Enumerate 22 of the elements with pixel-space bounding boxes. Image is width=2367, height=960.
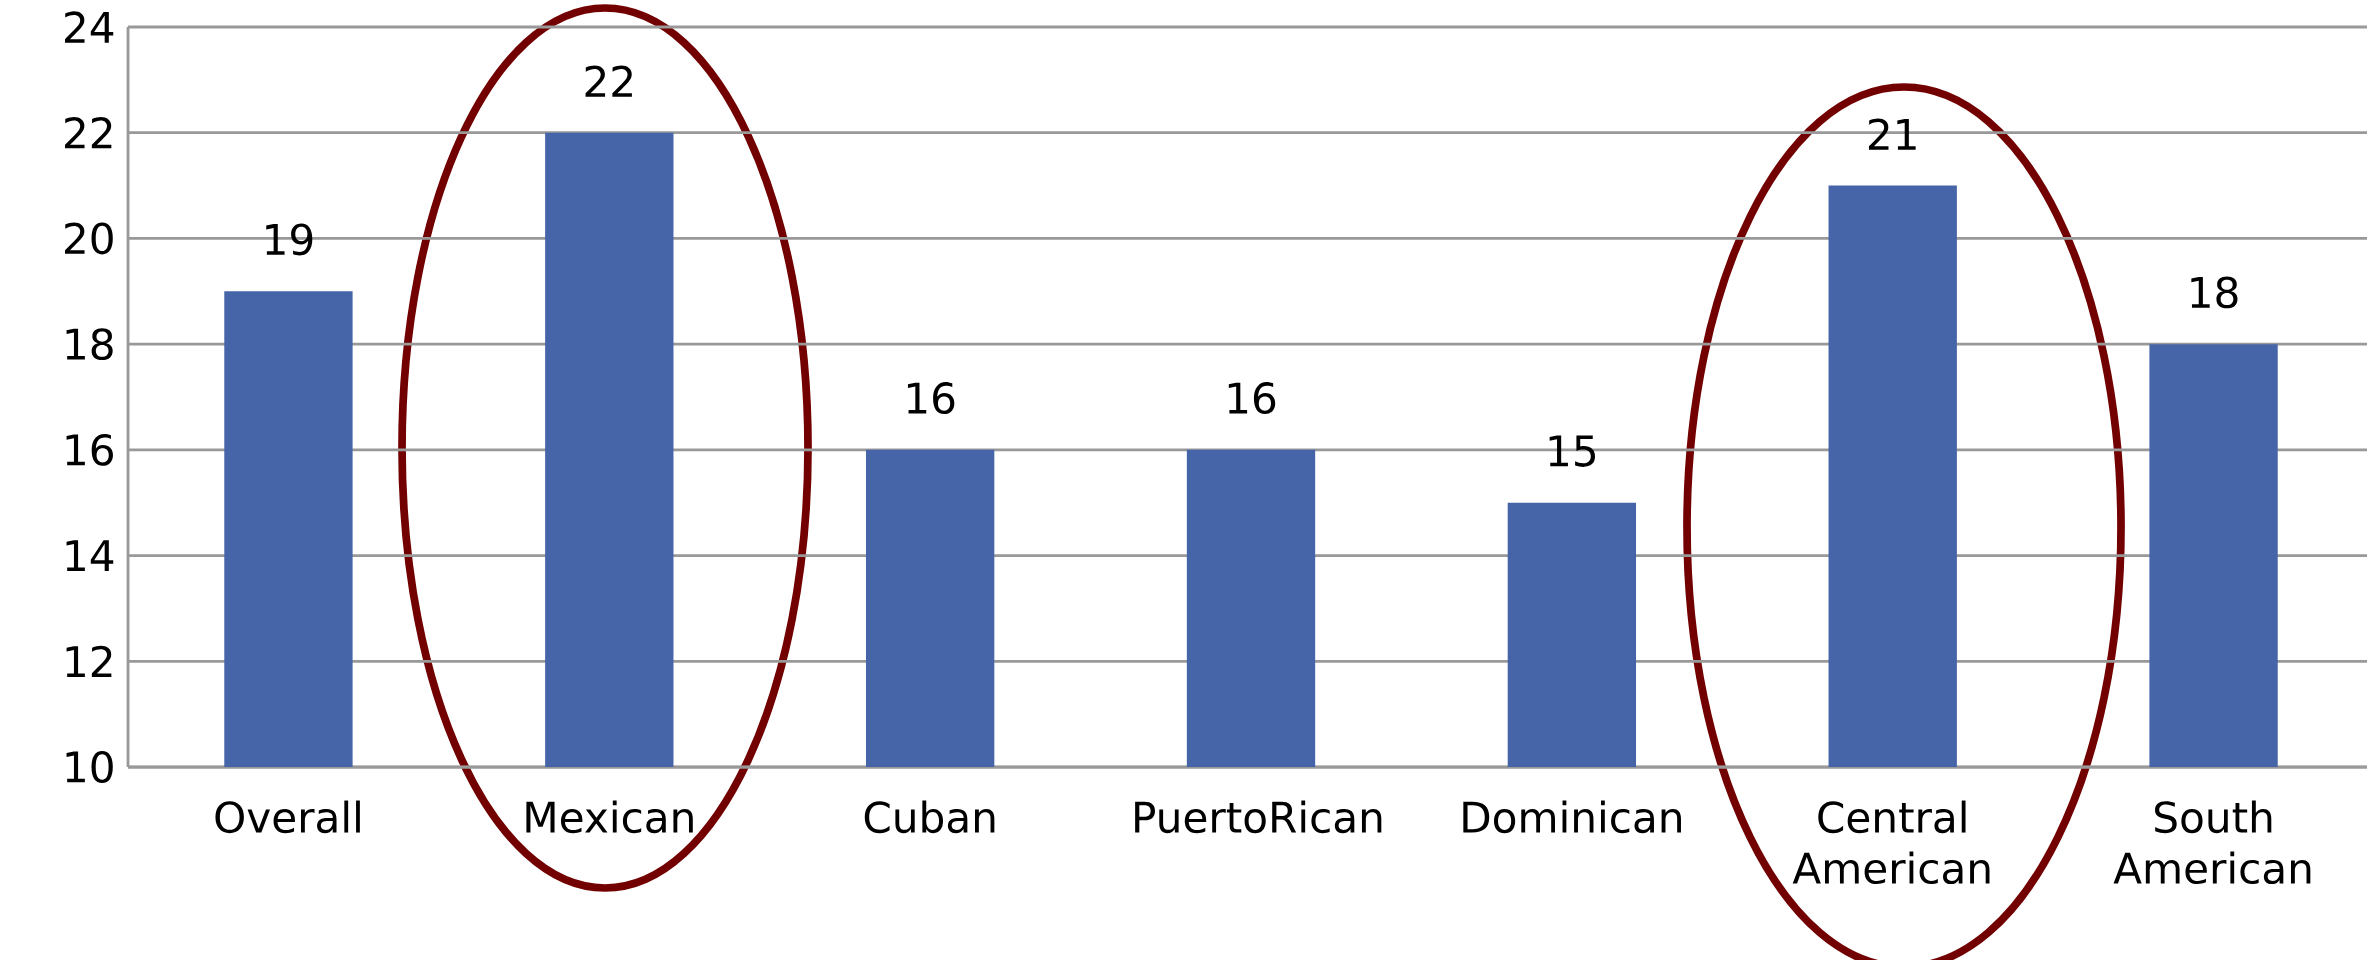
y-tick-label: 24 [65,11,114,43]
x-tick-label: Dominican [1463,800,1681,834]
data-label: 15 [1549,435,1595,467]
y-tick-label: 22 [65,117,112,149]
x-tick-label: South American [2113,800,2311,885]
x-tick-label: Mexican [526,800,693,834]
y-tick-label: 16 [66,433,113,466]
y-tick-label: 14 [66,540,114,571]
x-tick-label: Overall [215,800,360,834]
data-label: 18 [2191,276,2238,309]
data-label: 19 [266,223,313,256]
data-label: 22 [585,65,632,97]
y-tick-label: 10 [66,751,113,783]
data-label: 16 [907,382,955,415]
x-tick-label: PuertoRican [1135,800,1382,834]
x-tick-label: Central American [1792,800,1990,885]
x-tick-label: Cuban [864,800,995,834]
y-tick-label: 12 [66,645,112,677]
y-tick-label: 18 [66,328,113,361]
y-tick-label: 20 [65,222,113,255]
data-label: 16 [1228,382,1276,415]
data-label: 21 [1868,118,1916,150]
